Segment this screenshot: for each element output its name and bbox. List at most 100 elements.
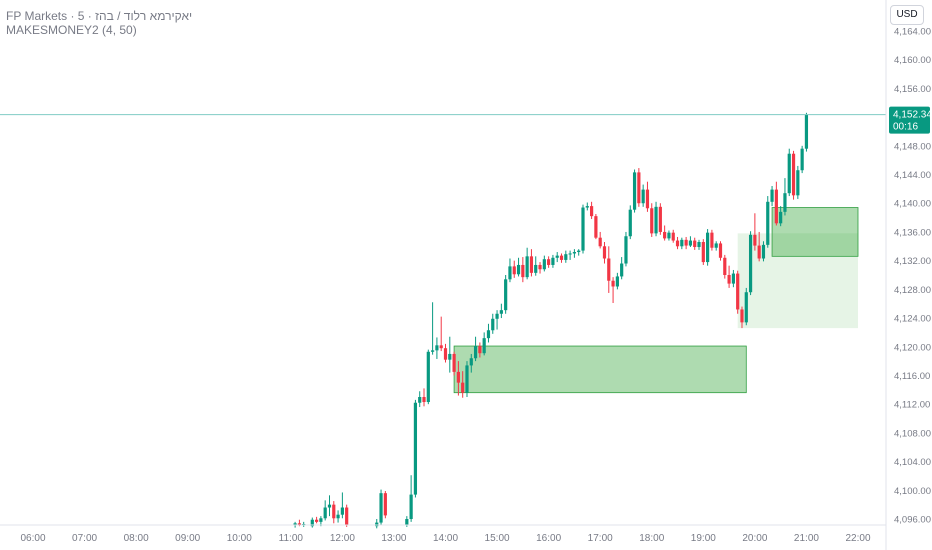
- candle-body: [740, 309, 744, 323]
- candle-48: [547, 256, 551, 268]
- candle-64: [615, 272, 619, 290]
- candle-56: [581, 204, 585, 254]
- candle-94: [744, 287, 748, 326]
- candle-45: [534, 256, 538, 276]
- candle-body: [422, 397, 426, 403]
- candle-body: [435, 345, 439, 351]
- candle-body: [461, 382, 465, 393]
- candle-4: [314, 516, 319, 524]
- candle-97: [757, 231, 761, 262]
- candle-body: [568, 253, 572, 255]
- chart-legend: FP Markets · 5 · יאקירמא רלוד / בהז MAKE…: [6, 9, 192, 37]
- candle-24: [443, 343, 448, 363]
- y-tick-label: 4,096.00: [894, 515, 931, 526]
- currency-button[interactable]: USD: [890, 5, 924, 25]
- candle-22: [435, 337, 439, 359]
- candle-body: [744, 292, 748, 323]
- candle-body: [791, 153, 796, 196]
- zone-2[interactable]: [737, 233, 858, 329]
- candle-85: [706, 229, 710, 266]
- candle-body: [319, 518, 323, 522]
- candle-body: [632, 172, 637, 210]
- candle-57: [585, 202, 589, 211]
- candle-body: [615, 276, 619, 287]
- x-tick-label: 22:00: [845, 533, 870, 544]
- y-tick-label: 4,120.00: [894, 342, 931, 353]
- last-price-tag: 4,152.34 00:16: [889, 106, 932, 134]
- candle-92: [736, 270, 740, 314]
- candle-body: [684, 239, 688, 246]
- candle-body: [727, 275, 731, 284]
- candle-96: [753, 213, 757, 251]
- candle-28: [461, 371, 465, 398]
- candle-body: [525, 256, 529, 278]
- candle-body: [675, 240, 680, 247]
- y-tick-label: 4,124.00: [894, 314, 931, 325]
- candle-body: [542, 259, 546, 270]
- candle-body: [602, 246, 607, 259]
- candle-52: [564, 250, 568, 263]
- candle-34: [486, 323, 491, 343]
- time-axis[interactable]: 06:00 07:00 08:00 09:00 10:00 11:00 12:00 13:00…: [20, 533, 870, 544]
- zone-1[interactable]: [771, 207, 859, 257]
- candle-body: [766, 201, 770, 245]
- candle-6: [323, 500, 327, 521]
- candle-11: [345, 504, 349, 527]
- candle-18: [418, 391, 422, 408]
- candle-body: [718, 243, 723, 258]
- candle-27: [456, 361, 460, 396]
- candle-body: [577, 250, 581, 253]
- candle-87: [714, 241, 718, 251]
- candle-body: [804, 114, 809, 149]
- candle-42: [521, 257, 525, 283]
- candle-body: [495, 313, 499, 319]
- candle-body: [564, 254, 568, 260]
- candle-body: [611, 280, 615, 287]
- candle-80: [684, 236, 688, 250]
- x-tick-label: 17:00: [588, 533, 613, 544]
- candle-30: [469, 353, 473, 373]
- candle-body: [529, 256, 534, 273]
- candle-35: [491, 313, 495, 334]
- candle-body: [680, 239, 684, 247]
- candle-66: [624, 231, 628, 267]
- candle-3: [310, 517, 314, 528]
- candle-body: [486, 330, 491, 339]
- y-tick-label: 4,112.00: [894, 400, 930, 411]
- symbol-title[interactable]: FP Markets · 5 · יאקירמא רלוד / בהז: [6, 9, 193, 23]
- indicator-title[interactable]: MAKESMONEY2 (4, 50): [6, 23, 137, 37]
- candle-body: [585, 206, 589, 208]
- candle-38: [504, 275, 508, 314]
- y-tick-label: 4,148.00: [894, 141, 931, 152]
- zone-0[interactable]: [453, 345, 747, 394]
- candle-32: [478, 342, 482, 358]
- candle-body: [710, 232, 714, 248]
- price-axis[interactable]: 4,164.00 4,160.00 4,156.00 4,148.00 4,144.00…: [894, 27, 931, 526]
- x-tick-label: 11:00: [279, 533, 304, 544]
- candle-body: [448, 353, 452, 360]
- candle-101: [774, 181, 778, 226]
- candle-83: [697, 239, 701, 250]
- candle-71: [645, 181, 650, 212]
- candle-body: [654, 206, 658, 234]
- candle-body: [547, 259, 551, 265]
- candle-body: [783, 193, 787, 212]
- candle-body: [706, 232, 710, 263]
- candle-body: [336, 514, 340, 519]
- candle-body: [314, 519, 319, 522]
- candle-body: [757, 245, 761, 259]
- x-tick-label: 12:00: [330, 533, 355, 544]
- candle-13: [379, 489, 383, 525]
- candle-72: [650, 203, 654, 237]
- candle-body: [310, 519, 314, 527]
- candle-body: [555, 255, 559, 258]
- candle-9: [336, 510, 340, 523]
- candle-63: [611, 277, 615, 303]
- candle-body: [323, 507, 327, 519]
- y-tick-label: 4,100.00: [894, 486, 931, 497]
- y-tick-label: 4,144.00: [894, 170, 931, 181]
- candle-36: [495, 310, 499, 330]
- y-tick-label: 4,104.00: [894, 457, 931, 468]
- candle-61: [602, 241, 607, 264]
